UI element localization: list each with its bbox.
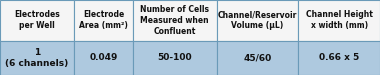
Bar bbox=[74, 40, 133, 75]
Bar bbox=[133, 0, 217, 40]
Text: 45/60: 45/60 bbox=[243, 53, 272, 62]
Text: 0.049: 0.049 bbox=[89, 53, 118, 62]
Bar bbox=[74, 0, 133, 40]
Text: 50-100: 50-100 bbox=[157, 53, 192, 62]
Text: Electrodes
per Well: Electrodes per Well bbox=[14, 10, 60, 30]
Text: Number of Cells
Measured when
Confluent: Number of Cells Measured when Confluent bbox=[140, 5, 209, 35]
Bar bbox=[298, 0, 380, 40]
Bar bbox=[217, 0, 298, 40]
Bar bbox=[133, 40, 217, 75]
Bar bbox=[217, 40, 298, 75]
Text: 0.66 x 5: 0.66 x 5 bbox=[319, 53, 359, 62]
Text: 1
(6 channels): 1 (6 channels) bbox=[5, 48, 69, 68]
Text: Electrode
Area (mm²): Electrode Area (mm²) bbox=[79, 10, 128, 30]
Text: Channel Height
x width (mm): Channel Height x width (mm) bbox=[306, 10, 372, 30]
Bar bbox=[0, 0, 74, 40]
Bar bbox=[298, 40, 380, 75]
Text: Channel/Reservoir
Volume (μL): Channel/Reservoir Volume (μL) bbox=[218, 10, 297, 30]
Bar bbox=[0, 40, 74, 75]
